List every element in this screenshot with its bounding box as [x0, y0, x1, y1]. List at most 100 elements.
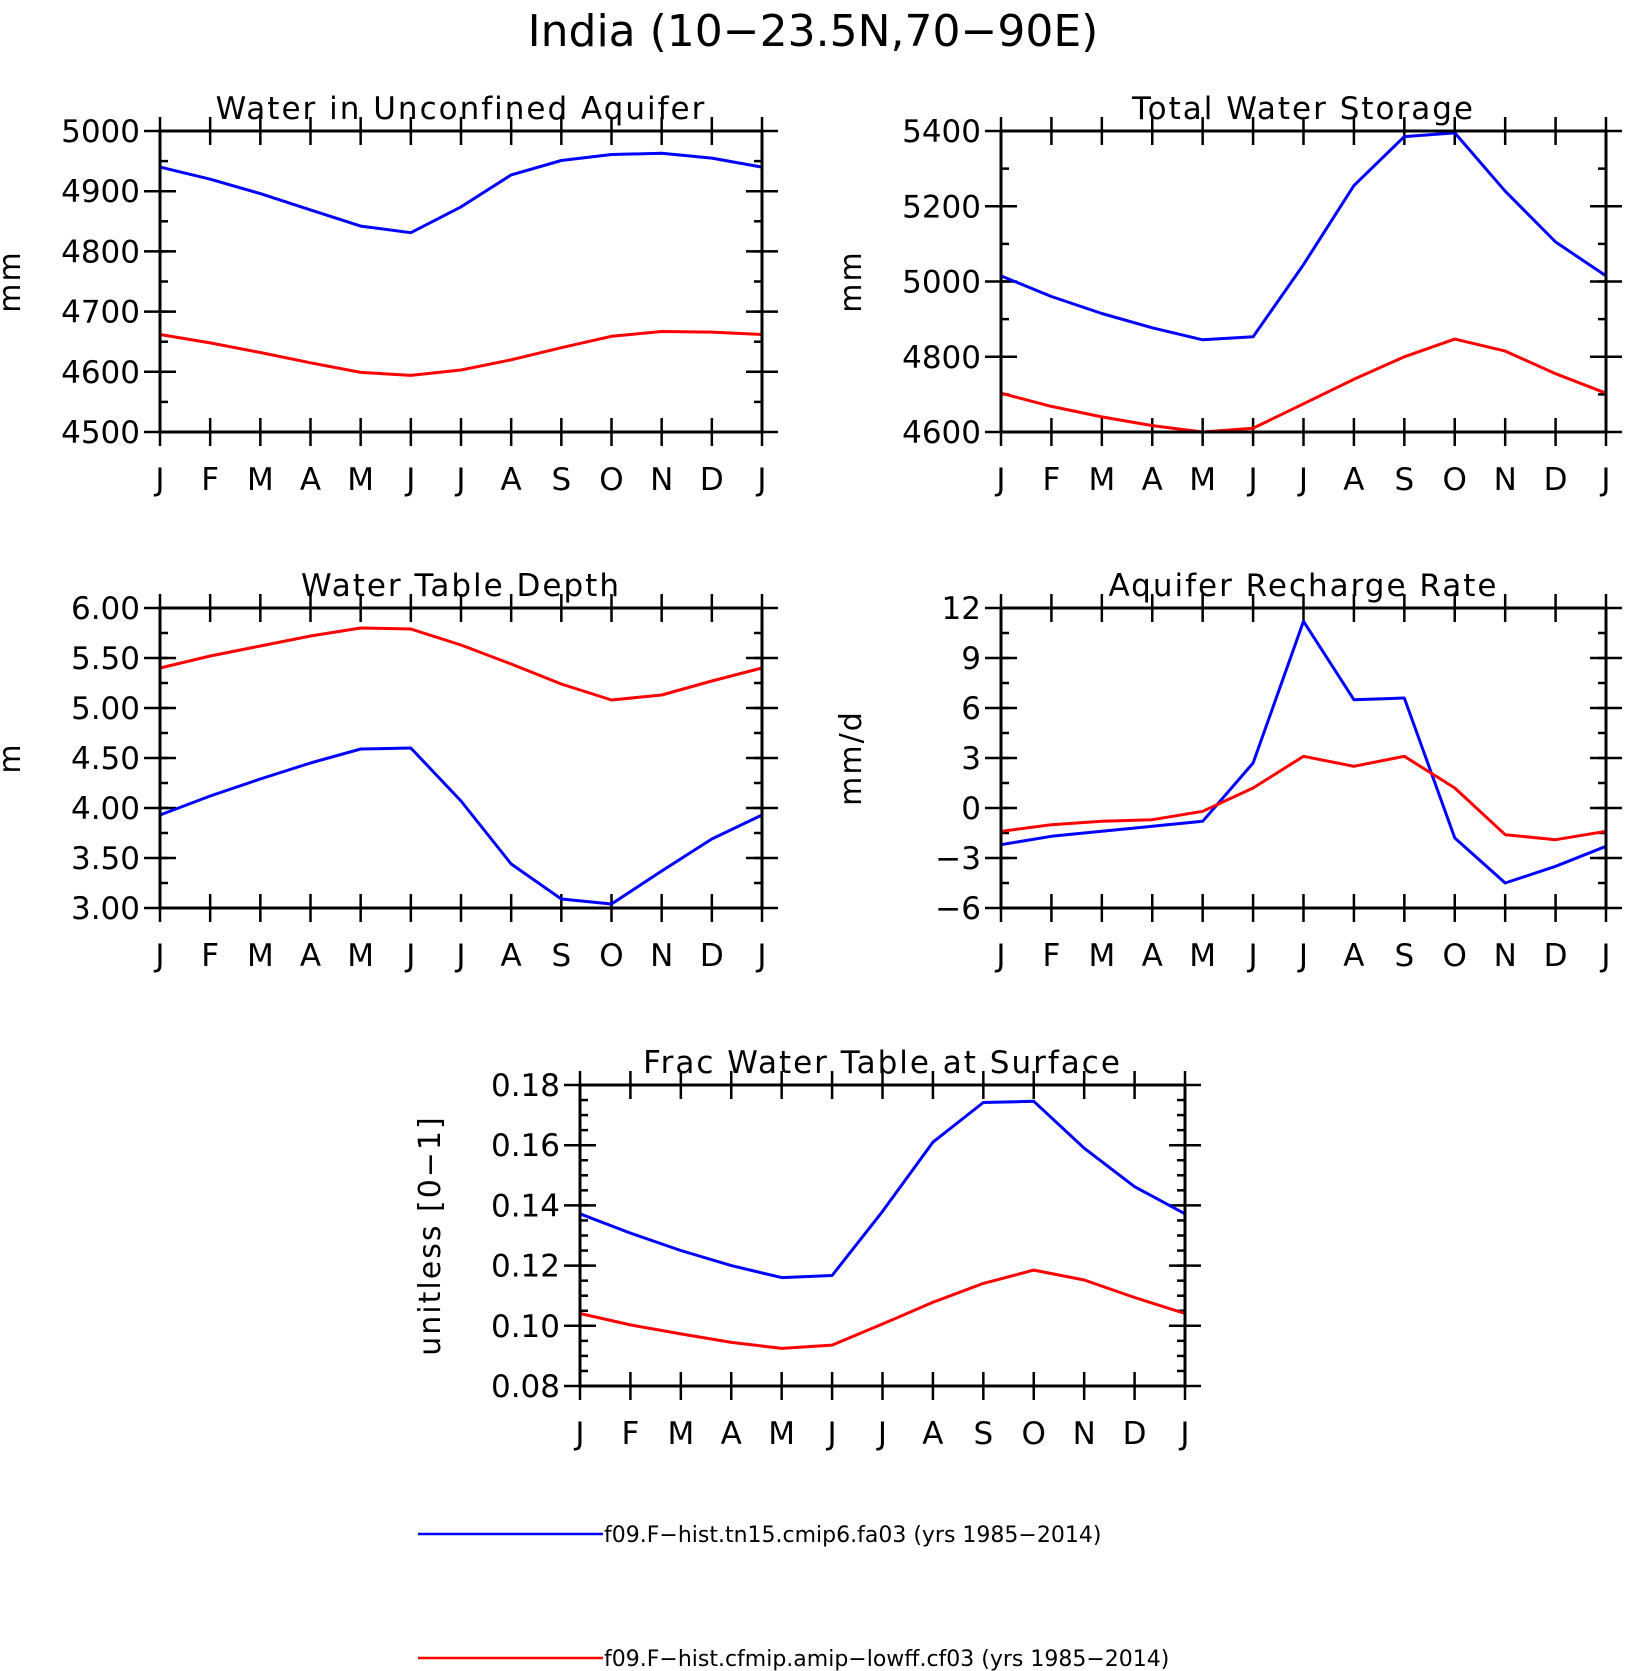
- x-tick-label: M: [247, 462, 274, 498]
- y-tick-label: 4.50: [71, 741, 140, 777]
- x-tick-label: A: [501, 938, 522, 974]
- x-tick-label: S: [1394, 462, 1414, 498]
- y-tick-label: 4800: [61, 234, 140, 270]
- y-tick-label: 5.50: [71, 641, 140, 677]
- x-tick-label: S: [551, 938, 571, 974]
- x-tick-label: M: [1088, 938, 1115, 974]
- series-line-blue: [579, 1099, 1186, 1280]
- y-tick-label: 4500: [61, 415, 140, 451]
- x-tick-label: J: [755, 462, 766, 498]
- y-tick-label: 0.10: [491, 1309, 560, 1345]
- x-tick-label: A: [1343, 462, 1364, 498]
- y-tick-label: 9: [961, 641, 981, 677]
- x-tick-label: M: [247, 938, 274, 974]
- plot-frame: [578, 1083, 1187, 1388]
- x-tick-label: A: [922, 1416, 943, 1452]
- y-tick-label: 3: [961, 741, 981, 777]
- x-tick-label: M: [1088, 462, 1115, 498]
- y-tick-label: 5.00: [71, 691, 140, 727]
- y-tick-label: 12: [942, 591, 981, 627]
- x-tick-label: M: [347, 462, 374, 498]
- y-tick-label: 3.00: [71, 891, 140, 927]
- x-tick-label: F: [201, 938, 219, 974]
- x-tick-label: J: [1178, 1416, 1189, 1452]
- y-tick-label: 0.18: [491, 1068, 560, 1104]
- x-tick-label: N: [1494, 938, 1517, 974]
- plot-frame: [999, 606, 1608, 910]
- x-tick-label: O: [599, 938, 623, 974]
- x-tick-label: S: [551, 462, 571, 498]
- series-line-blue: [1000, 131, 1607, 342]
- series-line-red: [159, 330, 763, 377]
- y-tick-label: 6: [961, 691, 981, 727]
- x-tick-label: F: [621, 1416, 639, 1452]
- x-tick-label: D: [700, 938, 724, 974]
- x-tick-label: D: [700, 462, 724, 498]
- x-tick-label: J: [876, 1416, 887, 1452]
- x-tick-label: N: [1494, 462, 1517, 498]
- x-tick-label: J: [1247, 462, 1258, 498]
- chart-panel: Water in Unconfined Aquifermm45004600470…: [0, 91, 778, 498]
- x-tick-label: J: [404, 938, 415, 974]
- x-tick-label: J: [1297, 938, 1308, 974]
- x-tick-label: D: [1544, 462, 1568, 498]
- x-tick-label: A: [300, 462, 321, 498]
- chart-title: Total Water Storage: [1131, 91, 1475, 127]
- x-tick-label: J: [153, 462, 164, 498]
- x-tick-label: M: [768, 1416, 795, 1452]
- plot-frame: [999, 129, 1608, 434]
- x-tick-label: A: [1343, 938, 1364, 974]
- plot-frame: [158, 606, 764, 910]
- y-axis-label: mm/d: [834, 710, 869, 806]
- y-tick-label: −3: [935, 841, 981, 877]
- y-tick-label: 4800: [902, 340, 981, 376]
- x-tick-label: N: [1073, 1416, 1096, 1452]
- x-tick-label: J: [994, 462, 1005, 498]
- x-tick-label: O: [1443, 938, 1467, 974]
- x-tick-label: A: [1142, 938, 1163, 974]
- x-tick-label: A: [300, 938, 321, 974]
- series-line-blue: [159, 151, 763, 235]
- plot-frame: [158, 129, 764, 434]
- figure-title: India (10−23.5N,70−90E): [528, 6, 1099, 57]
- y-tick-label: 0: [961, 791, 981, 827]
- legend-label-1: f09.F−hist.tn15.cmip6.fa03 (yrs 1985−201…: [604, 1523, 1101, 1548]
- x-tick-label: O: [599, 462, 623, 498]
- legend-label-2: f09.F−hist.cfmip.amip−lowff.cf03 (yrs 19…: [604, 1647, 1169, 1671]
- series-line-blue: [159, 746, 763, 906]
- x-tick-label: M: [1189, 938, 1216, 974]
- x-tick-label: F: [1042, 462, 1060, 498]
- y-tick-label: 6.00: [71, 591, 140, 627]
- x-tick-label: J: [826, 1416, 837, 1452]
- x-tick-label: F: [1042, 938, 1060, 974]
- y-tick-label: −6: [935, 891, 981, 927]
- legend: f09.F−hist.tn15.cmip6.fa03 (yrs 1985−201…: [418, 1523, 1169, 1671]
- y-tick-label: 5000: [61, 114, 140, 150]
- x-tick-label: J: [573, 1416, 584, 1452]
- y-tick-label: 0.14: [491, 1188, 560, 1224]
- y-axis-label: unitless [0−1]: [413, 1115, 448, 1355]
- x-tick-label: F: [201, 462, 219, 498]
- x-tick-label: O: [1022, 1416, 1046, 1452]
- series-line-red: [159, 626, 763, 702]
- x-tick-label: J: [454, 462, 465, 498]
- y-tick-label: 4700: [61, 295, 140, 331]
- y-axis-label: mm: [834, 250, 869, 312]
- y-tick-label: 5400: [902, 114, 981, 150]
- x-tick-label: D: [1123, 1416, 1147, 1452]
- x-tick-label: M: [347, 938, 374, 974]
- y-axis-label: m: [0, 742, 28, 773]
- x-tick-label: J: [153, 938, 164, 974]
- x-tick-label: J: [994, 938, 1005, 974]
- y-tick-label: 3.50: [71, 841, 140, 877]
- x-tick-label: A: [721, 1416, 742, 1452]
- x-tick-label: A: [1142, 462, 1163, 498]
- x-tick-label: J: [1599, 462, 1610, 498]
- x-tick-label: N: [650, 462, 673, 498]
- x-tick-label: J: [404, 462, 415, 498]
- x-tick-label: D: [1544, 938, 1568, 974]
- y-tick-label: 4900: [61, 174, 140, 210]
- y-tick-label: 5200: [902, 189, 981, 225]
